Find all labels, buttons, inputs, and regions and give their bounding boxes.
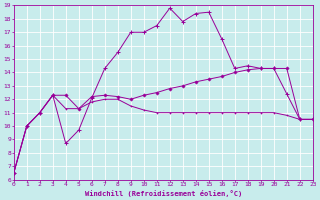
X-axis label: Windchill (Refroidissement éolien,°C): Windchill (Refroidissement éolien,°C) bbox=[84, 190, 242, 197]
